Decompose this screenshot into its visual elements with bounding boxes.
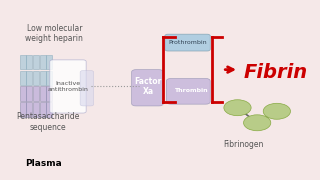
FancyBboxPatch shape (46, 86, 52, 101)
Text: Factor
Xa: Factor Xa (134, 77, 162, 96)
FancyBboxPatch shape (46, 55, 52, 69)
FancyBboxPatch shape (165, 34, 210, 51)
Text: Fibrin: Fibrin (244, 63, 308, 82)
FancyBboxPatch shape (26, 71, 32, 85)
FancyBboxPatch shape (26, 86, 32, 101)
FancyBboxPatch shape (33, 86, 39, 101)
FancyBboxPatch shape (20, 86, 26, 101)
FancyBboxPatch shape (40, 102, 45, 117)
Text: Thrombin: Thrombin (174, 88, 207, 93)
FancyBboxPatch shape (40, 55, 45, 69)
FancyBboxPatch shape (50, 60, 86, 113)
Text: Pentasaccharide
sequence: Pentasaccharide sequence (17, 112, 80, 132)
Text: Prothrombin: Prothrombin (168, 40, 207, 45)
FancyBboxPatch shape (166, 78, 210, 104)
Circle shape (263, 103, 291, 119)
FancyBboxPatch shape (46, 71, 52, 85)
FancyBboxPatch shape (132, 70, 163, 106)
Text: Inactive
antithrombin: Inactive antithrombin (48, 81, 88, 92)
Text: Low molecular
weight heparin: Low molecular weight heparin (25, 24, 83, 43)
FancyBboxPatch shape (33, 55, 39, 69)
FancyBboxPatch shape (40, 71, 45, 85)
Circle shape (224, 100, 251, 116)
Text: Plasma: Plasma (26, 159, 62, 168)
FancyBboxPatch shape (33, 71, 39, 85)
FancyBboxPatch shape (40, 86, 45, 101)
FancyBboxPatch shape (20, 102, 26, 117)
FancyBboxPatch shape (26, 102, 32, 117)
Circle shape (244, 115, 271, 131)
Text: Fibrinogen: Fibrinogen (223, 140, 264, 149)
FancyBboxPatch shape (46, 102, 52, 117)
FancyBboxPatch shape (33, 102, 39, 117)
FancyBboxPatch shape (20, 71, 26, 85)
FancyBboxPatch shape (80, 71, 94, 106)
FancyBboxPatch shape (20, 55, 26, 69)
FancyBboxPatch shape (26, 55, 32, 69)
